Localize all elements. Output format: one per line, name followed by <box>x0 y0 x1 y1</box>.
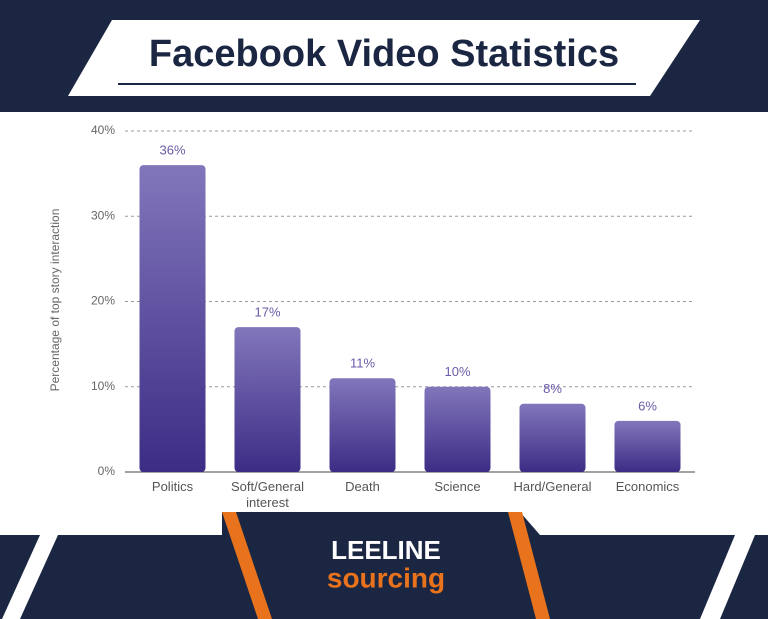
bar <box>139 165 206 472</box>
value-label: 10% <box>444 364 470 379</box>
value-label: 36% <box>159 143 185 158</box>
title-box <box>68 20 700 96</box>
bar <box>519 403 586 472</box>
x-tick-label: Hard/General <box>513 479 592 494</box>
brand: LEELINE <box>331 535 441 565</box>
footer-band <box>0 535 768 619</box>
value-label: 6% <box>638 398 657 413</box>
y-tick-label: 20% <box>91 294 115 308</box>
bar <box>234 327 301 472</box>
x-tick-label: Science <box>434 479 481 494</box>
x-tick-label: Death <box>345 479 380 494</box>
y-tick-label: 10% <box>91 379 115 393</box>
bar <box>614 420 681 472</box>
footer-stripe <box>700 535 755 619</box>
y-tick-label: 0% <box>98 464 116 478</box>
tagline: sourcing <box>327 562 445 593</box>
y-tick-label: 30% <box>91 208 115 222</box>
footer-stripe <box>508 512 550 619</box>
value-label: 11% <box>350 356 375 371</box>
bar <box>424 386 491 472</box>
value-label: 17% <box>254 305 280 320</box>
x-tick-label: Economics <box>615 479 680 494</box>
footer-stripe <box>222 512 272 619</box>
footer-tab <box>222 512 540 535</box>
bar <box>329 378 396 472</box>
x-tick-label: Politics <box>151 479 194 494</box>
footer-stripe <box>2 535 58 619</box>
value-label: 8% <box>543 381 562 396</box>
y-axis-label: Percentage of top story interaction <box>48 209 62 392</box>
chart-title: Facebook Video Statistics <box>149 33 619 75</box>
x-tick-label: Soft/General interest <box>231 479 304 510</box>
y-tick-label: 40% <box>91 123 115 137</box>
